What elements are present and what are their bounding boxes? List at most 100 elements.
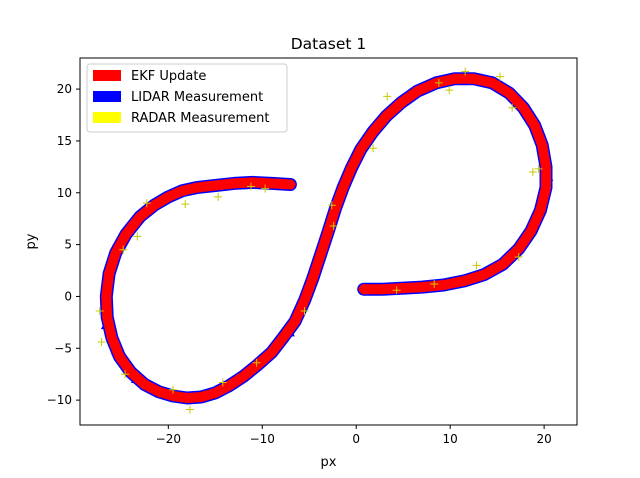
ekf-point <box>104 268 115 279</box>
radar-point <box>392 286 401 295</box>
y-tick-label: −10 <box>47 393 72 407</box>
ekf-point <box>210 180 221 191</box>
ekf-point <box>125 367 136 378</box>
radar-point <box>514 253 523 262</box>
ekf-point <box>459 275 470 286</box>
ekf-point <box>416 282 427 293</box>
legend-label: RADAR Measurement <box>131 111 270 126</box>
x-tick-label: −20 <box>156 432 181 446</box>
ekf-point <box>247 177 258 188</box>
ekf-point <box>106 332 117 343</box>
ekf-point <box>525 226 536 237</box>
ekf-point <box>177 185 188 196</box>
ekf-point <box>381 111 392 122</box>
radar-point <box>169 385 178 394</box>
radar-point <box>119 245 128 254</box>
ekf-point <box>368 126 379 137</box>
ekf-point <box>153 386 164 397</box>
radar-point <box>300 306 309 315</box>
legend-label: EKF Update <box>131 69 206 84</box>
radar-point <box>528 168 537 177</box>
legend-swatch <box>93 70 121 81</box>
ekf-point <box>449 73 460 84</box>
x-axis-label: px <box>321 455 337 470</box>
legend-swatch <box>93 112 121 123</box>
y-axis: −10 −5 0 5 10 15 20 <box>47 82 80 407</box>
ekf-point <box>323 227 334 238</box>
ekf-point <box>266 347 277 358</box>
ekf-point <box>110 247 121 258</box>
radar-point <box>218 378 227 387</box>
radar-point <box>534 164 543 173</box>
ekf-point <box>114 351 125 362</box>
radar-point <box>430 280 439 289</box>
radar-point <box>495 72 504 81</box>
legend-label: LIDAR Measurement <box>131 90 263 105</box>
radar-point <box>461 67 470 76</box>
radar-point <box>214 192 223 201</box>
ekf-point <box>285 179 296 190</box>
radar-point <box>142 199 151 208</box>
ekf-point <box>238 371 249 382</box>
ekf-point <box>478 269 489 280</box>
radar-point <box>133 232 142 241</box>
ekf-point <box>135 211 146 222</box>
ekf-point <box>438 280 449 291</box>
radar-point <box>369 144 378 153</box>
x-tick-label: 20 <box>536 432 551 446</box>
ekf-point <box>266 178 277 189</box>
legend: EKF Update LIDAR Measurement RADAR Measure… <box>86 63 288 133</box>
radar-point <box>508 103 517 112</box>
radar-point <box>327 201 336 210</box>
radar-point <box>383 92 392 101</box>
y-axis-label: py <box>24 233 39 249</box>
ekf-point <box>537 140 548 151</box>
radar-point <box>445 86 454 95</box>
ekf-point <box>315 249 326 260</box>
data-points-layer <box>95 67 554 414</box>
ekf-point <box>149 200 160 211</box>
ekf-point <box>497 259 508 270</box>
ekf-point <box>229 178 240 189</box>
ekf-point <box>504 88 515 99</box>
ekf-point <box>529 120 540 131</box>
y-tick-label: 10 <box>57 186 72 200</box>
ekf-point <box>540 182 551 193</box>
ekf-point <box>358 284 369 295</box>
radar-point <box>252 358 261 367</box>
ekf-point <box>307 272 318 283</box>
y-tick-label: 15 <box>57 134 72 148</box>
ekf-point <box>252 359 263 370</box>
legend-swatch <box>93 91 121 102</box>
radar-point <box>121 370 130 379</box>
ekf-point <box>377 284 388 295</box>
ekf-point <box>191 182 202 193</box>
ekf-point <box>299 295 310 306</box>
y-tick-label: 20 <box>57 82 72 96</box>
ekf-point <box>139 379 150 390</box>
x-tick-label: 0 <box>352 432 360 446</box>
radar-point <box>472 261 481 270</box>
ekf-point <box>396 283 407 294</box>
x-tick-label: −10 <box>250 432 275 446</box>
radar-point <box>246 182 255 191</box>
y-tick-label: −5 <box>54 341 72 355</box>
ekf-point <box>540 161 551 172</box>
ekf-point <box>338 182 349 193</box>
ekf-point <box>535 205 546 216</box>
ekf-point <box>513 243 524 254</box>
ekf-point <box>224 380 235 391</box>
ekf-point <box>277 332 288 343</box>
x-axis: −20 −10 0 10 20 <box>156 425 552 446</box>
ekf-point <box>487 77 498 88</box>
radar-point <box>261 184 270 193</box>
ekf-point <box>412 86 423 97</box>
ekf-point <box>182 393 193 404</box>
radar-point <box>185 405 194 414</box>
legend-box <box>86 63 288 133</box>
ekf-point <box>163 191 174 202</box>
ekf-point <box>102 312 113 323</box>
radar-point <box>97 338 106 347</box>
ekf-point <box>196 392 207 403</box>
